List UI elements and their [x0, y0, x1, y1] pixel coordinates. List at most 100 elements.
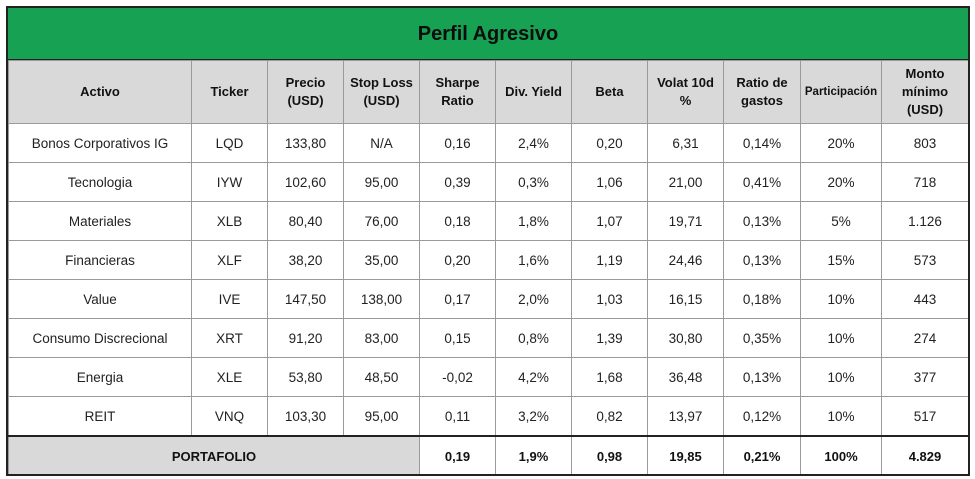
cell-precio: 91,20 — [267, 318, 344, 358]
cell-sharpe: 0,16 — [419, 123, 496, 163]
cell-gastos: 0,41% — [723, 162, 801, 202]
header-label: Ratio de — [736, 75, 788, 90]
cell-ticker: XLF — [191, 240, 268, 280]
cell-particip: 10% — [800, 357, 882, 397]
cell-monto: 274 — [881, 318, 968, 358]
table-row: Financieras XLF 38,20 35,00 0,20 1,6% 1,19 24,4… — [8, 240, 968, 280]
header-label: (USD) — [287, 93, 324, 108]
header-label: Activo — [80, 84, 120, 99]
header-label: Sharpe — [435, 75, 480, 90]
header-label: Volat 10d — [657, 75, 714, 90]
cell-ticker: IYW — [191, 162, 268, 202]
cell-beta: 1,06 — [571, 162, 648, 202]
header-label: Div. Yield — [505, 84, 562, 99]
header-label: Ticker — [210, 84, 249, 99]
cell-precio: 103,30 — [267, 396, 344, 437]
portfolio-table-container: Perfil Agresivo Activo Ticker Precio (USD) S… — [6, 6, 970, 476]
cell-gastos: 0,13% — [723, 240, 801, 280]
cell-particip: 20% — [800, 162, 882, 202]
cell-activo: Tecnologia — [8, 162, 192, 202]
cell-monto: 718 — [881, 162, 968, 202]
header-label: Precio — [285, 75, 326, 90]
cell-volat: 36,48 — [647, 357, 724, 397]
cell-stop: 48,50 — [343, 357, 420, 397]
cell-stop: N/A — [343, 123, 420, 163]
cell-activo: Materiales — [8, 201, 192, 241]
header-particip: Participación — [800, 60, 882, 124]
cell-ticker: VNQ — [191, 396, 268, 437]
cell-activo: Consumo Discrecional — [8, 318, 192, 358]
header-label: % — [679, 93, 692, 108]
header-label: Beta — [595, 84, 624, 99]
cell-yield: 2,4% — [495, 123, 572, 163]
table-row: Consumo Discrecional XRT 91,20 83,00 0,15 0,8… — [8, 318, 968, 358]
total-beta: 0,98 — [571, 435, 648, 474]
cell-activo: Value — [8, 279, 192, 319]
cell-volat: 24,46 — [647, 240, 724, 280]
cell-precio: 38,20 — [267, 240, 344, 280]
cell-beta: 1,19 — [571, 240, 648, 280]
total-gastos: 0,21% — [723, 435, 801, 474]
cell-yield: 0,3% — [495, 162, 572, 202]
cell-yield: 4,2% — [495, 357, 572, 397]
cell-activo: REIT — [8, 396, 192, 437]
cell-particip: 10% — [800, 279, 882, 319]
header-label: Ratio — [441, 93, 474, 108]
cell-sharpe: 0,11 — [419, 396, 496, 437]
cell-volat: 13,97 — [647, 396, 724, 437]
portfolio-table: Activo Ticker Precio (USD) Stop Loss (USD) Sha… — [8, 60, 968, 474]
total-particip: 100% — [800, 435, 882, 474]
cell-activo: Energia — [8, 357, 192, 397]
cell-monto: 517 — [881, 396, 968, 437]
cell-yield: 1,6% — [495, 240, 572, 280]
cell-gastos: 0,14% — [723, 123, 801, 163]
cell-volat: 21,00 — [647, 162, 724, 202]
cell-volat: 16,15 — [647, 279, 724, 319]
table-row: Tecnologia IYW 102,60 95,00 0,39 0,3% 1,06 21,0… — [8, 162, 968, 202]
cell-ticker: XRT — [191, 318, 268, 358]
cell-ticker: XLE — [191, 357, 268, 397]
cell-yield: 3,2% — [495, 396, 572, 437]
header-monto: Monto mínimo (USD) — [881, 60, 968, 124]
cell-stop: 76,00 — [343, 201, 420, 241]
cell-volat: 19,71 — [647, 201, 724, 241]
cell-monto: 803 — [881, 123, 968, 163]
cell-sharpe: 0,39 — [419, 162, 496, 202]
cell-stop: 95,00 — [343, 162, 420, 202]
cell-precio: 53,80 — [267, 357, 344, 397]
cell-stop: 95,00 — [343, 396, 420, 437]
cell-monto: 377 — [881, 357, 968, 397]
cell-ticker: IVE — [191, 279, 268, 319]
total-volat: 19,85 — [647, 435, 724, 474]
cell-stop: 35,00 — [343, 240, 420, 280]
cell-volat: 30,80 — [647, 318, 724, 358]
cell-gastos: 0,13% — [723, 201, 801, 241]
cell-precio: 147,50 — [267, 279, 344, 319]
cell-beta: 1,03 — [571, 279, 648, 319]
table-title: Perfil Agresivo — [8, 8, 968, 60]
cell-particip: 20% — [800, 123, 882, 163]
header-sharpe: Sharpe Ratio — [419, 60, 496, 124]
cell-stop: 138,00 — [343, 279, 420, 319]
cell-beta: 0,82 — [571, 396, 648, 437]
cell-beta: 1,39 — [571, 318, 648, 358]
header-gastos: Ratio de gastos — [723, 60, 801, 124]
header-yield: Div. Yield — [495, 60, 572, 124]
cell-precio: 133,80 — [267, 123, 344, 163]
table-row: Value IVE 147,50 138,00 0,17 2,0% 1,03 16,15 0,1… — [8, 279, 968, 319]
table-row: REIT VNQ 103,30 95,00 0,11 3,2% 0,82 13,97 0,12%… — [8, 396, 968, 437]
header-activo: Activo — [8, 60, 192, 124]
header-label: Stop Loss — [350, 75, 413, 90]
table-body: Bonos Corporativos IG LQD 133,80 N/A 0,16 2,4… — [8, 123, 968, 437]
cell-sharpe: 0,17 — [419, 279, 496, 319]
total-yield: 1,9% — [495, 435, 572, 474]
cell-gastos: 0,35% — [723, 318, 801, 358]
header-stop: Stop Loss (USD) — [343, 60, 420, 124]
cell-beta: 1,68 — [571, 357, 648, 397]
cell-stop: 83,00 — [343, 318, 420, 358]
cell-yield: 2,0% — [495, 279, 572, 319]
cell-ticker: XLB — [191, 201, 268, 241]
cell-sharpe: 0,15 — [419, 318, 496, 358]
cell-particip: 5% — [800, 201, 882, 241]
header-label: (USD) — [363, 93, 400, 108]
